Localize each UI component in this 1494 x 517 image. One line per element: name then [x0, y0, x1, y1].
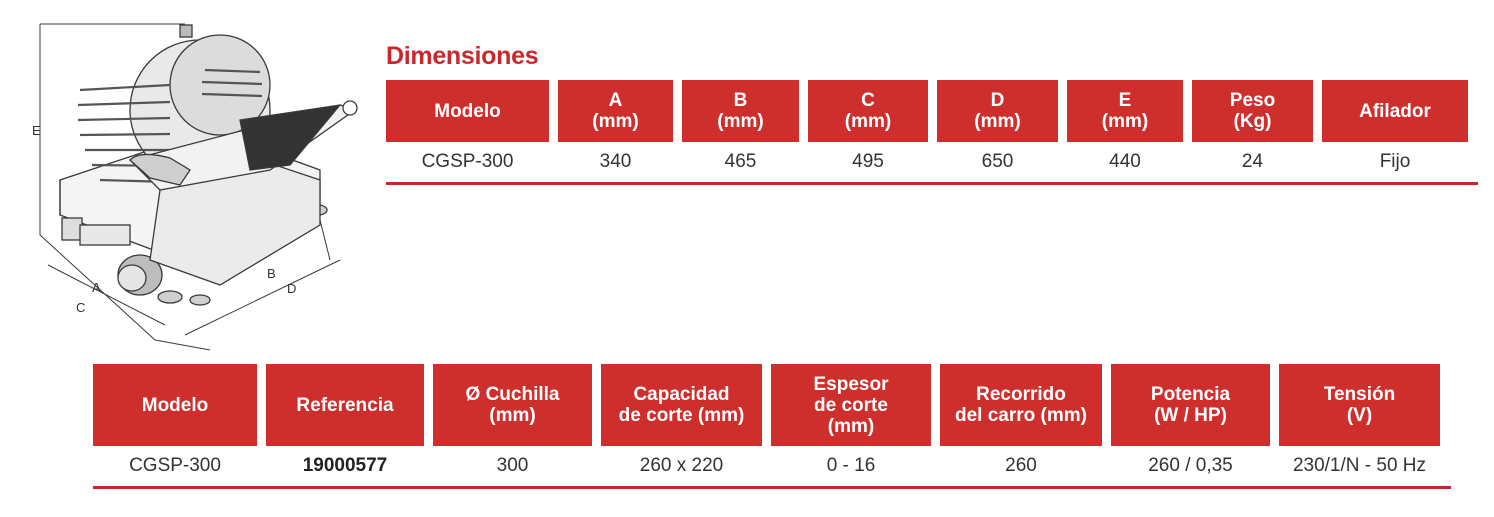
header-recorrido: Recorrido del carro (mm): [940, 364, 1102, 446]
header-d: D (mm): [937, 80, 1058, 142]
value-b: 465: [724, 151, 757, 172]
value-potencia: 260 / 0,35: [1148, 455, 1233, 476]
header-afilador: Afilador: [1322, 80, 1468, 142]
value-a: 340: [599, 151, 632, 172]
value-afilador: Fijo: [1379, 151, 1411, 172]
value-modelo: CGSP-300: [421, 151, 514, 172]
value-peso: 24: [1241, 151, 1264, 172]
value-recorrido: 260: [1005, 455, 1037, 476]
value-e: 440: [1109, 151, 1141, 172]
label-d: D: [287, 281, 296, 296]
value-capacidad: 260 x 220: [639, 455, 724, 476]
label-e: E: [32, 123, 41, 138]
value-d: 650: [981, 151, 1014, 172]
specs-table: Modelo Referencia Ø Cuchilla (mm) Capaci…: [93, 364, 1451, 489]
header-cuchilla: Ø Cuchilla (mm): [433, 364, 592, 446]
page-title: Dimensiones: [386, 42, 539, 70]
specs-value-row: CGSP-300 19000577 300 260 x 220 0 - 16 2…: [93, 446, 1451, 486]
header-potencia: Potencia (W / HP): [1111, 364, 1270, 446]
header-a: A (mm): [558, 80, 673, 142]
header-referencia: Referencia: [266, 364, 424, 446]
value-cuchilla: 300: [496, 455, 529, 476]
specs-header-row: Modelo Referencia Ø Cuchilla (mm) Capaci…: [93, 364, 1451, 446]
label-a: A: [92, 280, 101, 295]
dimensions-header-row: Modelo A (mm) B (mm) C (mm) D (mm) E (mm…: [386, 80, 1478, 142]
slicer-illustration: E A C B D: [32, 23, 358, 351]
value-c: 495: [852, 151, 884, 172]
header-c: C (mm): [808, 80, 928, 142]
dimensions-bottom-rule: [386, 182, 1478, 185]
value-referencia: 19000577: [302, 455, 388, 476]
header-capacidad: Capacidad de corte (mm): [601, 364, 762, 446]
label-c: C: [76, 300, 85, 315]
header-tension: Tensión (V): [1279, 364, 1440, 446]
dimensions-table: Modelo A (mm) B (mm) C (mm) D (mm) E (mm…: [386, 80, 1478, 185]
value-tension: 230/1/N - 50 Hz: [1292, 455, 1427, 476]
header-modelo: Modelo: [93, 364, 257, 446]
specs-bottom-rule: [93, 486, 1451, 489]
header-b: B (mm): [682, 80, 799, 142]
header-espesor: Espesor de corte (mm): [771, 364, 931, 446]
header-e: E (mm): [1067, 80, 1183, 142]
header-modelo: Modelo: [386, 80, 549, 142]
value-espesor: 0 - 16: [826, 455, 876, 476]
header-peso: Peso (Kg): [1192, 80, 1313, 142]
value-modelo: CGSP-300: [129, 455, 221, 476]
dimensions-value-row: CGSP-300 340 465 495 650 440 24 Fijo: [386, 142, 1478, 182]
label-b: B: [267, 266, 276, 281]
